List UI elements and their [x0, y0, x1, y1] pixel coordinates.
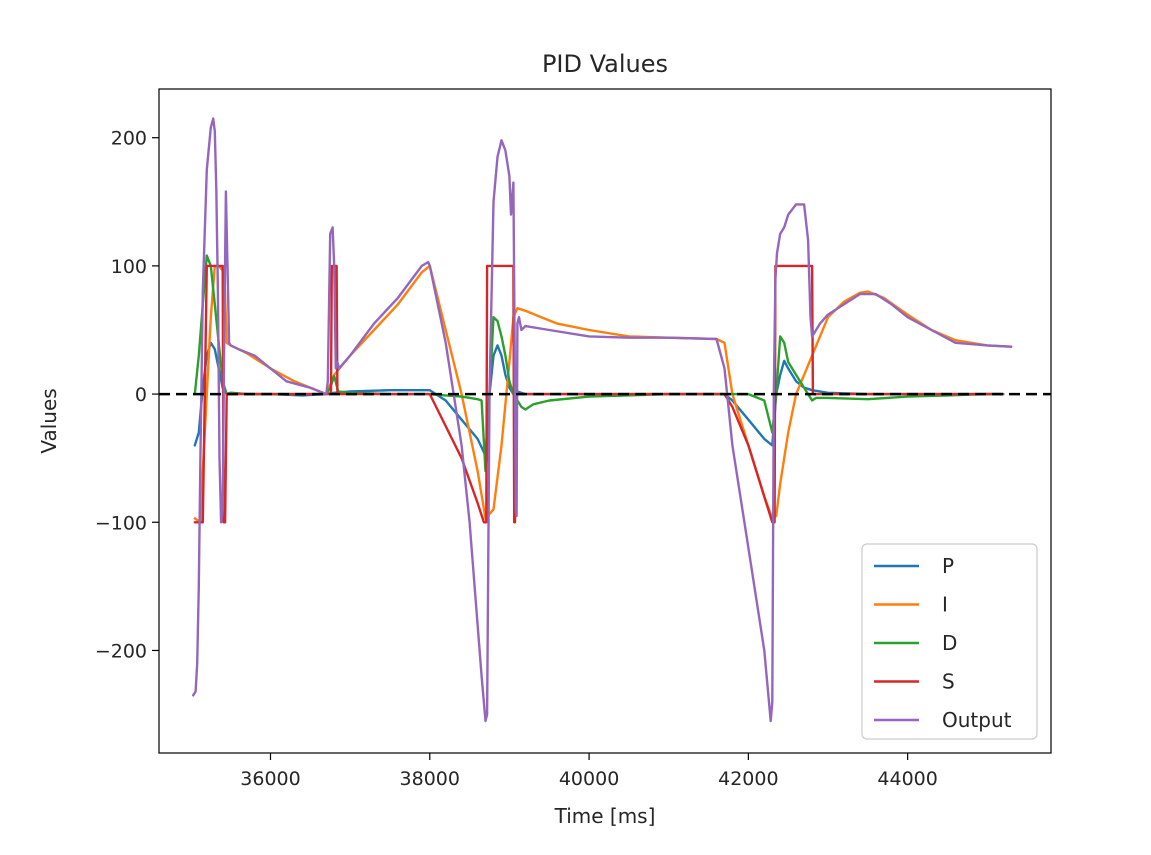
legend-label-s: S — [942, 670, 955, 694]
x-tick-label: 40000 — [559, 768, 619, 790]
legend-label-d: D — [942, 631, 957, 655]
x-tick-label: 38000 — [400, 768, 460, 790]
legend-label-output: Output — [942, 708, 1012, 732]
y-tick-label: −100 — [95, 512, 147, 534]
y-tick-label: 200 — [111, 128, 147, 150]
legend-label-p: P — [942, 554, 954, 578]
y-tick-label: 100 — [111, 256, 147, 278]
y-tick-label: 0 — [135, 384, 147, 406]
x-tick-label: 36000 — [240, 768, 300, 790]
y-axis-label: Values — [37, 388, 61, 453]
y-tick-label: −200 — [95, 640, 147, 662]
series-line-output — [191, 117, 1013, 723]
legend-box — [861, 543, 1038, 740]
legend-label-i: I — [942, 593, 948, 617]
chart-title: PID Values — [542, 50, 668, 78]
x-axis: 36000 38000 40000 42000 44000 — [240, 753, 938, 790]
x-tick-label: 44000 — [877, 768, 937, 790]
x-axis-label: Time [ms] — [554, 804, 656, 828]
series-line-s — [193, 264, 1005, 524]
y-axis: 200 100 0 −100 −200 — [95, 128, 159, 662]
x-tick-label: 42000 — [718, 768, 778, 790]
plot-frame — [158, 88, 1052, 754]
